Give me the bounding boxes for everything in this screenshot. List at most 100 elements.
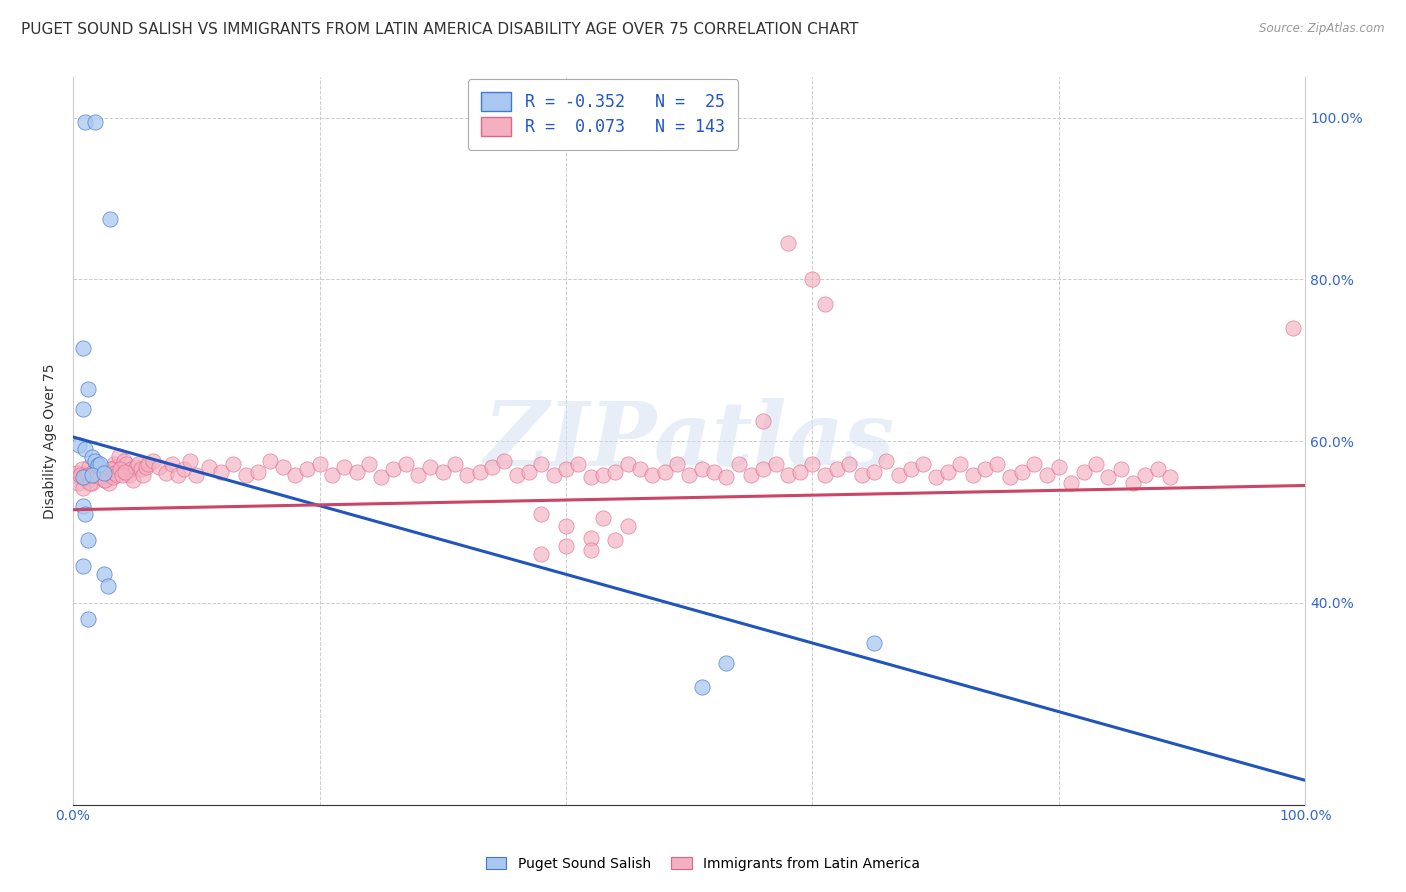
Legend: Puget Sound Salish, Immigrants from Latin America: Puget Sound Salish, Immigrants from Lati… xyxy=(479,851,927,876)
Point xyxy=(97,476,120,491)
Y-axis label: Disability Age Over 75: Disability Age Over 75 xyxy=(44,363,58,519)
Text: PUGET SOUND SALISH VS IMMIGRANTS FROM LATIN AMERICA DISABILITY AGE OVER 75 CORRE: PUGET SOUND SALISH VS IMMIGRANTS FROM LA… xyxy=(21,22,859,37)
Point xyxy=(132,467,155,482)
Point xyxy=(949,457,972,471)
Point xyxy=(814,296,837,310)
Point xyxy=(517,465,540,479)
Point xyxy=(506,467,529,482)
Point xyxy=(75,470,97,484)
Point xyxy=(186,467,208,482)
Point xyxy=(986,457,1008,471)
Point xyxy=(105,459,128,474)
Point xyxy=(936,465,959,479)
Point xyxy=(93,473,115,487)
Point xyxy=(87,459,110,474)
Point xyxy=(148,459,170,474)
Point xyxy=(104,467,127,481)
Point xyxy=(616,457,638,471)
Point xyxy=(1011,465,1033,479)
Point xyxy=(72,470,94,484)
Point xyxy=(690,462,713,476)
Point xyxy=(776,467,799,482)
Point xyxy=(297,462,319,476)
Point xyxy=(129,462,152,476)
Point xyxy=(75,442,97,456)
Point xyxy=(67,470,90,484)
Point xyxy=(235,467,257,482)
Point xyxy=(814,467,837,482)
Point xyxy=(1159,470,1181,484)
Point xyxy=(875,454,897,468)
Point xyxy=(93,467,115,481)
Point xyxy=(530,457,553,471)
Point xyxy=(406,467,429,482)
Point xyxy=(107,467,129,482)
Point xyxy=(75,115,97,129)
Point xyxy=(114,465,136,479)
Point xyxy=(887,467,910,482)
Point xyxy=(716,470,738,484)
Point xyxy=(76,475,98,489)
Point xyxy=(72,559,94,574)
Point xyxy=(80,450,103,465)
Point xyxy=(166,467,188,482)
Point xyxy=(77,467,100,482)
Point xyxy=(77,459,100,474)
Point xyxy=(863,465,886,479)
Point xyxy=(98,211,121,226)
Point xyxy=(93,567,115,582)
Point xyxy=(125,459,148,474)
Point xyxy=(530,507,553,521)
Point xyxy=(1097,470,1119,484)
Point xyxy=(108,462,131,476)
Point xyxy=(789,465,811,479)
Point xyxy=(494,454,516,468)
Point xyxy=(1073,465,1095,479)
Point xyxy=(96,465,118,479)
Point xyxy=(100,462,122,476)
Point xyxy=(110,465,132,479)
Point xyxy=(555,519,578,533)
Point xyxy=(84,115,107,129)
Point xyxy=(94,473,117,487)
Point xyxy=(87,458,110,473)
Point xyxy=(160,457,183,471)
Point xyxy=(481,459,503,474)
Point xyxy=(765,457,787,471)
Point xyxy=(912,457,935,471)
Point xyxy=(579,470,602,484)
Point xyxy=(740,467,762,482)
Point xyxy=(555,539,578,553)
Point xyxy=(468,465,491,479)
Point xyxy=(1146,462,1168,476)
Point xyxy=(801,457,824,471)
Point xyxy=(357,457,380,471)
Point xyxy=(308,457,330,471)
Point xyxy=(97,467,120,481)
Point xyxy=(665,457,688,471)
Point xyxy=(1060,476,1083,491)
Point xyxy=(419,459,441,474)
Point xyxy=(79,476,101,491)
Point xyxy=(72,341,94,355)
Point xyxy=(925,470,948,484)
Point xyxy=(72,499,94,513)
Point xyxy=(1122,476,1144,491)
Point xyxy=(801,272,824,286)
Point xyxy=(432,465,454,479)
Point xyxy=(727,457,749,471)
Point xyxy=(1047,459,1070,474)
Point xyxy=(998,470,1021,484)
Point xyxy=(321,467,343,482)
Point xyxy=(111,467,134,482)
Point xyxy=(135,459,157,474)
Point xyxy=(271,459,294,474)
Point xyxy=(1282,321,1305,335)
Point xyxy=(456,467,478,482)
Point xyxy=(120,462,142,476)
Point xyxy=(284,467,307,482)
Point xyxy=(246,465,269,479)
Point xyxy=(703,465,725,479)
Point xyxy=(395,457,418,471)
Point xyxy=(136,457,159,471)
